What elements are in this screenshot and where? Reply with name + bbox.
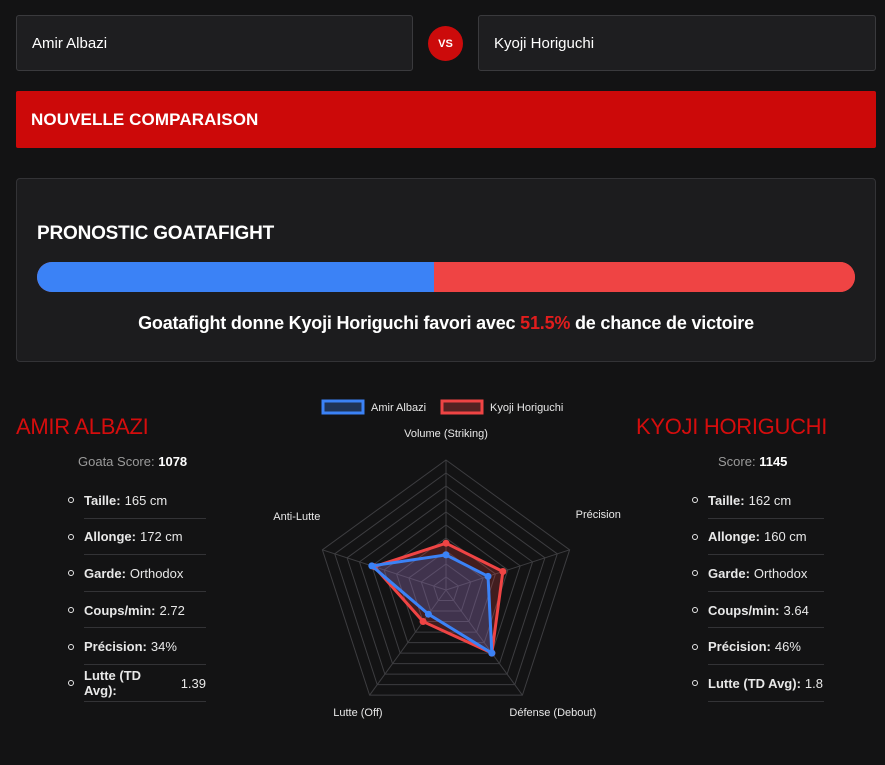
radar-point bbox=[499, 568, 507, 576]
stat-label: Lutte (TD Avg): bbox=[708, 675, 801, 691]
radar-grid-ring bbox=[358, 498, 534, 665]
stat-value: 46% bbox=[774, 639, 801, 655]
radar-point bbox=[442, 539, 450, 547]
stat-value: 2.72 bbox=[159, 602, 185, 618]
stat-item: Garde: Orthodox bbox=[66, 555, 206, 592]
radar-axis-label: Défense (Debout) bbox=[509, 707, 596, 719]
stat-item: Précision: 34% bbox=[66, 628, 206, 665]
stat-label: Lutte (TD Avg): bbox=[84, 668, 142, 699]
stat-item: Allonge: 160 cm bbox=[690, 519, 824, 556]
fighter-left-input[interactable] bbox=[16, 15, 413, 71]
radar-series-0 bbox=[368, 553, 494, 656]
radar-grid-ring bbox=[420, 563, 472, 612]
radar-axis-label: Lutte (Off) bbox=[333, 707, 382, 719]
prediction-title: PRONOSTIC GOATAFIGHT bbox=[37, 223, 275, 244]
radar-grid-ring bbox=[321, 459, 571, 696]
stat-label: Taille: bbox=[84, 492, 121, 508]
stat-value: 165 cm bbox=[124, 492, 168, 508]
radar-grid-ring bbox=[408, 550, 484, 623]
score-label: Score: bbox=[718, 454, 756, 469]
radar-spoke bbox=[322, 549, 447, 591]
radar-point bbox=[368, 562, 376, 570]
stat-value: 1.8 bbox=[804, 675, 823, 691]
stat-value: 160 cm bbox=[764, 529, 807, 545]
prediction-bar-left bbox=[37, 262, 434, 292]
score-value: 1078 bbox=[158, 454, 188, 469]
fighter-right-name: KYOJI HORIGUCHI bbox=[636, 414, 828, 439]
vs-badge: VS bbox=[428, 26, 463, 61]
new-comparison-button[interactable]: NOUVELLE COMPARAISON bbox=[16, 91, 876, 148]
radar-grid-ring bbox=[346, 485, 546, 675]
stat-label: Précision: bbox=[84, 639, 147, 655]
legend-swatch bbox=[321, 399, 365, 415]
stat-item: Précision: 46% bbox=[690, 628, 824, 665]
stat-item: Taille: 162 cm bbox=[690, 482, 824, 519]
fighter-left-name: AMIR ALBAZI bbox=[16, 414, 149, 439]
radar-axis-label: Précision bbox=[576, 509, 621, 521]
radar-grid-ring bbox=[371, 511, 521, 654]
radar-spoke bbox=[445, 589, 523, 696]
fighter-right-input[interactable] bbox=[478, 15, 876, 71]
fighter-right-stats: Taille: 162 cm Allonge: 160 cm Garde: Orthodo… bbox=[690, 482, 824, 702]
stat-label: Garde: bbox=[708, 565, 750, 581]
prediction-bar-right bbox=[433, 262, 855, 292]
prediction-text: Goatafight donne Kyoji Horiguchi favori … bbox=[17, 313, 875, 334]
prediction-text-after: de chance de victoire bbox=[570, 313, 754, 333]
stat-value: 34% bbox=[150, 639, 177, 655]
stat-label: Coups/min: bbox=[84, 602, 156, 618]
prediction-card: PRONOSTIC GOATAFIGHT Goatafight donne Ky… bbox=[16, 178, 876, 362]
stat-value: 1.39 bbox=[180, 675, 206, 691]
stat-value: Orthodox bbox=[753, 565, 808, 581]
radar-spoke bbox=[369, 589, 447, 696]
radar-point bbox=[419, 618, 427, 626]
stat-label: Taille: bbox=[708, 492, 745, 508]
radar-axis-label: Anti-Lutte bbox=[273, 511, 320, 523]
radar-spoke bbox=[445, 549, 570, 591]
legend-label[interactable]: Amir Albazi bbox=[371, 402, 426, 414]
stat-value: 3.64 bbox=[783, 602, 809, 618]
score-label: Goata Score: bbox=[78, 454, 155, 469]
radar-chart: Volume (Striking) Précision Défense (Debou… bbox=[273, 399, 621, 719]
fighter-left-stats: Taille: 165 cm Allonge: 172 cm Garde: Orthodo… bbox=[66, 482, 206, 702]
stat-item: Coups/min: 3.64 bbox=[690, 592, 824, 629]
fighter-right-score: Score: 1145 bbox=[718, 454, 787, 469]
stat-item: Lutte (TD Avg): 1.8 bbox=[690, 665, 824, 702]
stat-value: 162 cm bbox=[748, 492, 792, 508]
stat-item: Garde: Orthodox bbox=[690, 555, 824, 592]
stat-label: Précision: bbox=[708, 639, 771, 655]
stat-value: 172 cm bbox=[140, 529, 183, 545]
prediction-text-before: Goatafight donne Kyoji Horiguchi favori … bbox=[138, 313, 521, 333]
prediction-percent: 51.5% bbox=[520, 313, 571, 333]
radar-grid-ring bbox=[334, 472, 558, 686]
score-value: 1145 bbox=[759, 454, 788, 469]
fighter-left-score: Goata Score: 1078 bbox=[78, 454, 187, 469]
radar-axis-label: Volume (Striking) bbox=[404, 428, 488, 440]
stat-label: Allonge: bbox=[84, 529, 136, 545]
stat-item: Taille: 165 cm bbox=[66, 482, 206, 519]
radar-grid-ring bbox=[433, 576, 459, 602]
stat-label: Garde: bbox=[84, 565, 126, 581]
stat-label: Coups/min: bbox=[708, 602, 780, 618]
stat-item: Coups/min: 2.72 bbox=[66, 592, 206, 629]
legend-label[interactable]: Kyoji Horiguchi bbox=[490, 402, 563, 414]
radar-point bbox=[488, 649, 496, 657]
stat-label: Allonge: bbox=[708, 529, 760, 545]
stat-item: Lutte (TD Avg): 1.39 bbox=[66, 665, 206, 702]
radar-point bbox=[442, 551, 450, 559]
prediction-bar bbox=[37, 262, 855, 292]
radar-point bbox=[424, 610, 432, 618]
stat-value: Orthodox bbox=[129, 565, 184, 581]
stat-item: Allonge: 172 cm bbox=[66, 519, 206, 556]
radar-point bbox=[484, 572, 492, 580]
legend-swatch bbox=[440, 399, 484, 415]
